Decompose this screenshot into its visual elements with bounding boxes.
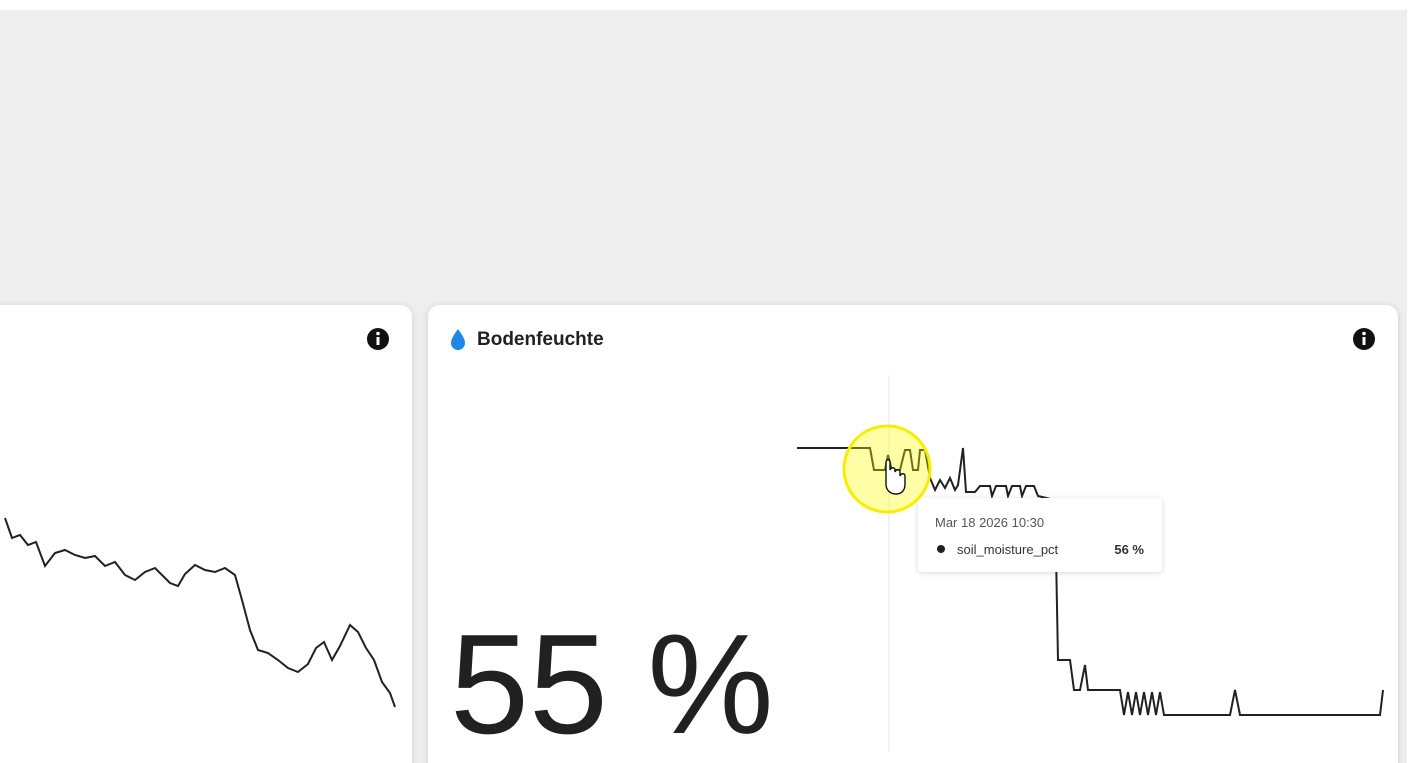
series-dot — [937, 545, 945, 553]
tooltip-value: 56 % — [1114, 542, 1144, 557]
tooltip: Mar 18 2026 10:30 soil_moisture_pct 56 % — [918, 498, 1162, 572]
info-icon[interactable] — [1353, 328, 1375, 350]
info-icon[interactable] — [367, 328, 389, 350]
right-strip — [1407, 0, 1414, 763]
card — [0, 305, 412, 763]
current-value: 55 % — [450, 605, 774, 763]
top-strip — [0, 0, 1414, 10]
sparkline — [4, 517, 396, 708]
sparkline — [797, 447, 1384, 716]
tooltip-box — [918, 498, 1162, 572]
drop-icon — [451, 329, 465, 350]
card — [428, 305, 1398, 763]
card-title: Bodenfeuchte — [477, 329, 604, 350]
tooltip-time: Mar 18 2026 10:30 — [935, 515, 1044, 530]
cursor-highlight — [842, 424, 932, 514]
tooltip-series: soil_moisture_pct — [957, 542, 1059, 557]
